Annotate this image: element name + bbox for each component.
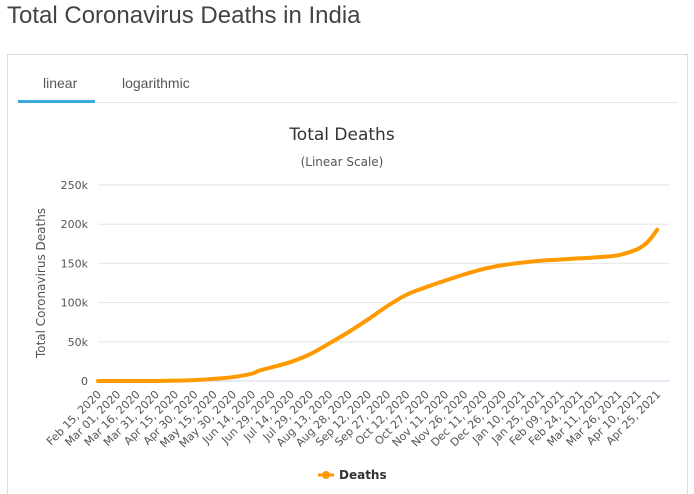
y-tick-label: 0 [81,375,88,388]
y-tick-label: 200k [61,218,89,231]
grid-lines [98,184,670,382]
y-axis-label: Total Coronavirus Deaths [34,208,48,359]
legend[interactable]: Deaths [318,468,387,482]
y-tick-label: 100k [61,297,89,310]
y-tick-label: 250k [61,179,89,192]
chart-subtitle: (Linear Scale) [301,155,384,169]
y-axis-ticks: 0 50k 100k 150k 200k 250k [61,179,89,388]
active-tab-indicator [18,100,95,103]
series-line-deaths[interactable] [96,227,660,384]
total-deaths-chart: Total Deaths (Linear Scale) Total Corona… [34,125,670,482]
chart-tabs: linear logarithmic [18,55,678,103]
tab-linear[interactable]: linear [43,75,78,91]
chart-panel: linear logarithmic Total Deaths (Linear … [7,54,688,494]
y-tick-label: 50k [68,336,89,349]
y-tick-label: 150k [61,257,89,270]
tab-logarithmic[interactable]: logarithmic [122,75,190,91]
series-layer [96,227,660,384]
page-title: Total Coronavirus Deaths in India [7,2,361,29]
legend-label-deaths: Deaths [339,468,387,482]
legend-marker-deaths [322,471,330,479]
chart-title: Total Deaths [288,125,395,145]
